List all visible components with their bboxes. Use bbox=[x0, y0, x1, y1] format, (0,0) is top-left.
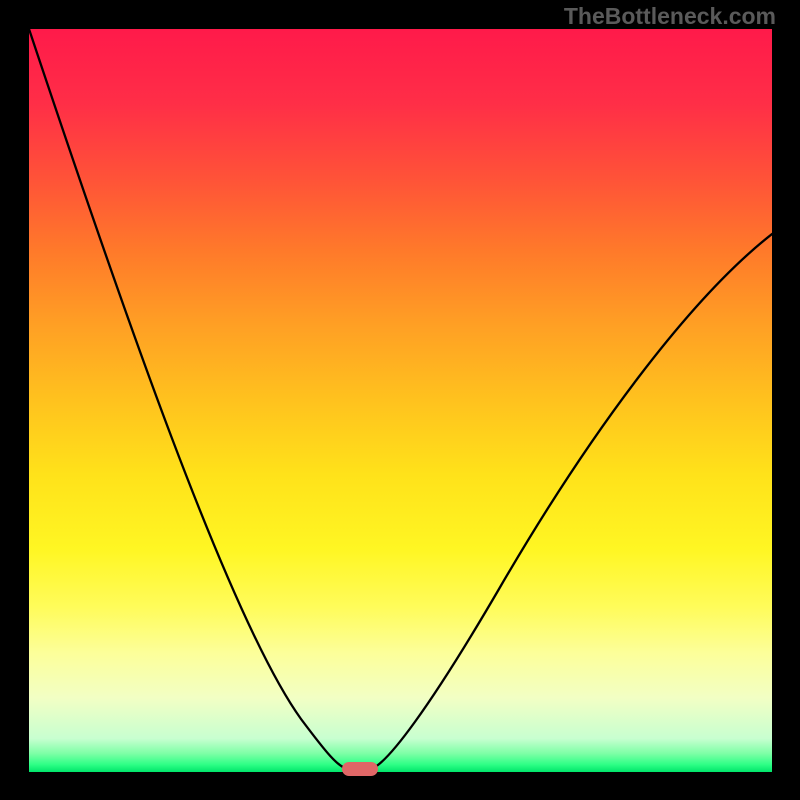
bottleneck-marker bbox=[342, 762, 378, 776]
plot-area bbox=[29, 29, 772, 772]
watermark-text: TheBottleneck.com bbox=[564, 3, 776, 30]
chart-container: TheBottleneck.com bbox=[0, 0, 800, 800]
gradient-background bbox=[29, 29, 772, 772]
